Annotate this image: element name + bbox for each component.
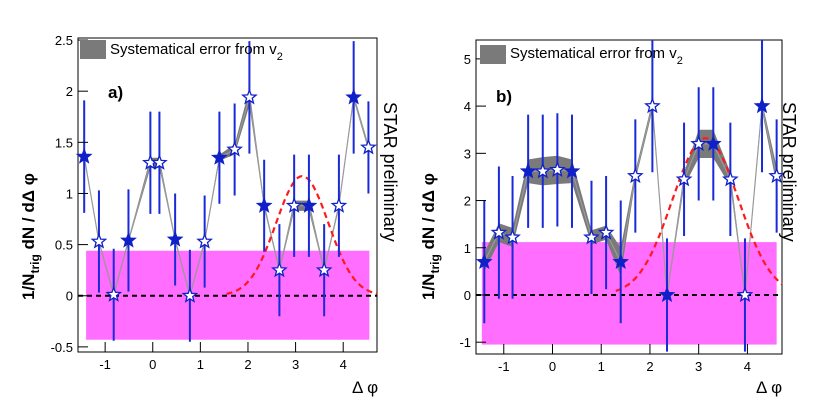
panel-a-legend-text: Systematical error from v2: [110, 41, 283, 63]
panel-b-x-axis-label: Δ φ: [756, 378, 782, 397]
panel-a-x-axis-label: Δ φ: [352, 378, 378, 397]
panel-b-magenta-band: [481, 242, 777, 345]
panel-b-data-point: [675, 170, 693, 187]
panel-a-data-point: [315, 261, 333, 278]
panel-b-data-point: [519, 162, 537, 179]
panel-b-x-tick-label: -1: [498, 359, 510, 374]
panel-a-legend-swatch: [80, 40, 106, 59]
panel-a-data-point: [300, 196, 318, 213]
panel-b-y-tick-label: 3: [464, 146, 471, 161]
panel-b-data-point: [704, 135, 722, 152]
panel-a-x-tick-label: 0: [149, 357, 156, 372]
panel-b-data-point: [644, 97, 661, 114]
panel-b-data-point: [768, 167, 786, 184]
panel-b-y-tick-label: 1: [464, 241, 471, 256]
panel-b-x-tick-label: 4: [744, 359, 751, 374]
panel-b-data-point: [690, 135, 708, 152]
panel-a-y-tick-label: 0: [66, 289, 73, 304]
panel-a-data-point: [181, 286, 199, 303]
panel-a-data-point: [120, 231, 137, 248]
panel-b: -1 0 1 2 3 4 -1 0 1 2 3 4 5 Systematical error from …: [419, 39, 799, 397]
panel-b-x-tick-label: 1: [598, 359, 605, 374]
panel-a-x-tick-label: 4: [340, 357, 347, 372]
panel-b-data-point: [549, 161, 566, 177]
panel-a: -1 0 1 2 3 4 -0.5 0 0.5 1 1.5 2 2.5 Systematical err…: [19, 33, 400, 397]
panel-b-data-point: [490, 223, 508, 240]
panel-a-x-tick-label: 3: [292, 357, 299, 372]
panel-a-data-point: [241, 88, 258, 105]
panel-b-x-tick-label: 2: [646, 359, 653, 374]
panel-b-data-point: [475, 253, 493, 270]
panel-a-y-tick-label: -0.5: [51, 340, 73, 355]
panel-a-data-point: [166, 230, 184, 247]
panel-a-data-point: [226, 140, 244, 157]
panel-b-legend-text: Systematical error from v2: [510, 45, 683, 67]
panel-a-data-point: [271, 261, 288, 278]
panel-a-x-tick-label: 1: [197, 357, 204, 372]
panel-b-data-point: [504, 228, 521, 245]
panel-a-x-tick-label: 2: [244, 357, 251, 372]
panel-a-y-tick-label: 1: [66, 186, 73, 201]
panel-b-data-point: [583, 228, 600, 245]
panel-b-x-tick-label: 0: [549, 359, 556, 374]
panel-b-y-axis-label: 1/Ntrig dN / dΔ φ: [419, 173, 442, 300]
panel-b-y-tick-label: 2: [464, 194, 471, 209]
panel-a-data-point: [196, 232, 214, 249]
panel-b-y-tick-label: -1: [459, 335, 471, 350]
panel-a-data-point: [330, 196, 348, 213]
panel-a-label: a): [108, 83, 123, 102]
panel-b-data-point: [534, 162, 552, 179]
panel-a-data-point: [151, 153, 168, 170]
panel-b-data-point: [736, 286, 754, 303]
panel-b-side-label: STAR preliminary: [779, 102, 799, 242]
panel-a-plot: -1 0 1 2 3 4 -0.5 0 0.5 1 1.5 2 2.5: [51, 33, 378, 372]
panel-a-data-point: [360, 138, 377, 155]
panel-b-data-point: [753, 97, 771, 114]
panel-a-data-point: [255, 196, 273, 213]
panel-a-data-point: [75, 147, 93, 164]
panel-b-x-tick-label: 3: [695, 359, 702, 374]
panel-b-data-point: [658, 286, 676, 303]
panel-b-y-tick-label: 0: [464, 288, 471, 303]
panel-a-side-label: STAR preliminary: [380, 102, 400, 242]
panel-b-data-point: [597, 223, 615, 240]
panel-b-data-point: [626, 167, 644, 184]
panel-a-fit-curve: [226, 174, 378, 295]
panel-b-data-point: [563, 162, 581, 179]
panel-b-legend-swatch: [480, 45, 506, 64]
panel-a-connector-line: [83, 97, 369, 299]
panel-a-systematic-band: [84, 89, 369, 298]
panel-b-data-point: [612, 253, 630, 270]
panel-a-data-point: [285, 196, 303, 213]
panel-a-y-tick-label: 0.5: [55, 238, 73, 253]
panel-a-data-point: [90, 232, 108, 249]
panel-a-x-tick-label: -1: [99, 357, 111, 372]
panel-b-plot: -1 0 1 2 3 4 -1 0 1 2 3 4 5: [459, 40, 786, 374]
panel-a-y-axis-label: 1/Ntrig dN / dΔ φ: [19, 173, 42, 300]
panel-a-y-tick-label: 2: [66, 84, 73, 99]
panel-a-data-point: [105, 285, 123, 302]
panel-a-data-point: [211, 148, 228, 165]
panel-a-data-point: [345, 88, 363, 105]
panel-b-y-tick-label: 4: [464, 99, 471, 114]
panel-b-label: b): [496, 87, 512, 106]
panel-b-data-point: [721, 170, 739, 187]
panel-a-y-tick-label: 1.5: [55, 135, 73, 150]
panel-a-y-tick-label: 2.5: [55, 33, 73, 48]
panel-b-y-tick-label: 5: [464, 52, 471, 67]
